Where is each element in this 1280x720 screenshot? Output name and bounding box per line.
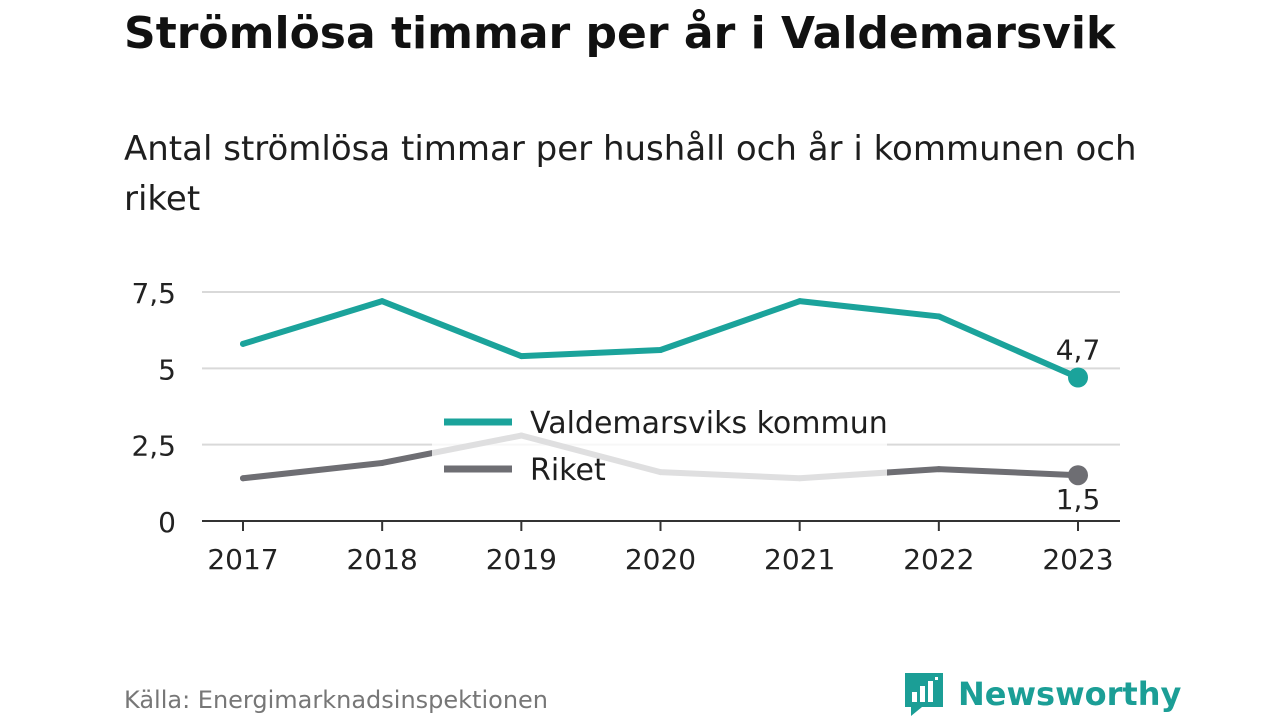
data-point-kommun	[796, 298, 803, 305]
legend-label-riket: Riket	[530, 453, 606, 488]
data-point-riket	[379, 459, 386, 466]
data-point-riket	[240, 475, 246, 482]
y-tick-label: 5	[158, 353, 176, 386]
x-tick-label: 2020	[625, 543, 696, 576]
chart-title: Strömlösa timmar per år i Valdemarsvik	[124, 8, 1116, 59]
x-tick-label: 2018	[347, 543, 418, 576]
y-tick-label: 2,5	[131, 430, 176, 463]
data-point-kommun	[518, 353, 525, 360]
end-marker-riket	[1068, 465, 1088, 486]
end-label-kommun: 4,7	[1056, 333, 1101, 366]
brand-logo: Newsworthy	[902, 670, 1181, 718]
data-point-riket	[935, 466, 942, 473]
newsworthy-logo-icon	[905, 673, 943, 716]
x-tick-label: 2023	[1042, 543, 1113, 576]
x-tick-label: 2021	[764, 543, 835, 576]
chart-subtitle: Antal strömlösa timmar per hushåll och å…	[124, 129, 1137, 219]
x-tick-label: 2017	[207, 543, 278, 576]
data-labels: 4,7 1,5	[1056, 333, 1101, 516]
data-point-kommun	[379, 298, 386, 305]
x-tick-label: 2022	[903, 543, 974, 576]
legend-background	[432, 398, 887, 508]
series-line-kommun	[240, 298, 1081, 381]
legend: Valdemarsviks kommun Riket	[432, 398, 888, 508]
legend-label-kommun: Valdemarsviks kommun	[530, 406, 888, 441]
data-point-kommun	[240, 340, 246, 347]
end-label-riket: 1,5	[1056, 483, 1101, 516]
data-point-kommun	[935, 313, 942, 320]
data-point-kommun	[657, 347, 664, 354]
x-tick-label: 2019	[486, 543, 557, 576]
end-marker-kommun	[1068, 367, 1088, 388]
source-note: Källa: Energimarknadsinspektionen	[124, 686, 549, 714]
brand-name: Newsworthy	[958, 675, 1182, 713]
y-tick-label: 0	[158, 506, 176, 539]
axes: 0 2,5 5 7,5 2017 2018 2019 2020 2021 2022 2023	[131, 277, 1120, 576]
y-tick-label: 7,5	[131, 277, 176, 310]
